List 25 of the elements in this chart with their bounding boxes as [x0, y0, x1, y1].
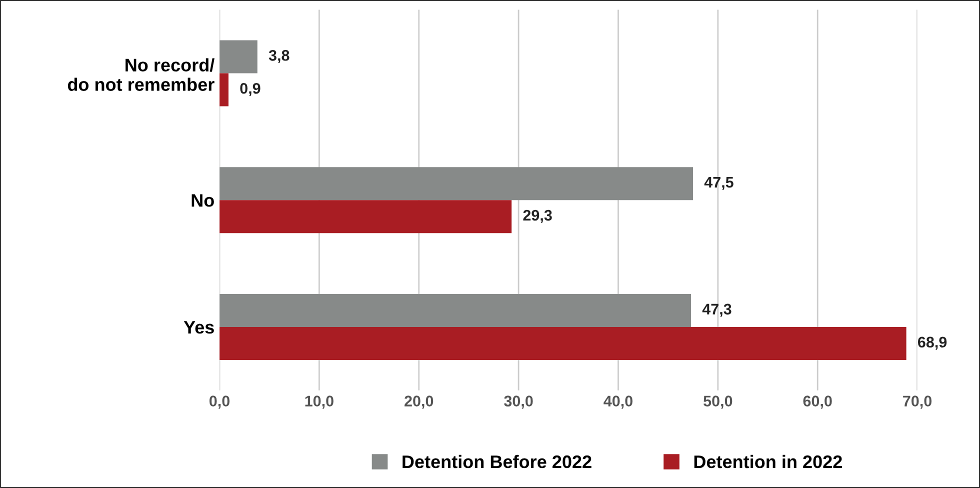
x-tick-label: 70,0	[903, 396, 932, 409]
x-tick-label: 50,0	[704, 396, 732, 409]
data-label: 47,5	[704, 177, 734, 190]
bar	[220, 40, 258, 74]
data-label: 3,8	[268, 50, 290, 64]
bar	[220, 294, 692, 327]
bar	[220, 73, 228, 106]
x-tick-label: 60,0	[803, 396, 832, 409]
x-tick-label: 30,0	[504, 396, 533, 409]
x-tick-label: 0,0	[210, 396, 230, 409]
bar	[220, 200, 512, 234]
data-label: 29,3	[523, 210, 552, 223]
x-tick-label: 40,0	[604, 396, 632, 409]
y-tick-label: No	[192, 194, 214, 207]
x-tick-label: 10,0	[305, 396, 334, 409]
legend-label: Detention Before 2022	[402, 454, 592, 468]
data-label: 0,9	[240, 82, 260, 96]
legend-label: Detention in 2022	[694, 454, 842, 468]
bar	[220, 167, 693, 200]
data-label: 68,9	[918, 336, 947, 350]
y-tick-label: No record/ do not remember	[68, 58, 214, 91]
bar	[220, 326, 906, 360]
x-tick-label: 20,0	[404, 396, 434, 409]
y-tick-label: Yes	[184, 321, 214, 334]
data-label: 47,3	[702, 304, 732, 317]
